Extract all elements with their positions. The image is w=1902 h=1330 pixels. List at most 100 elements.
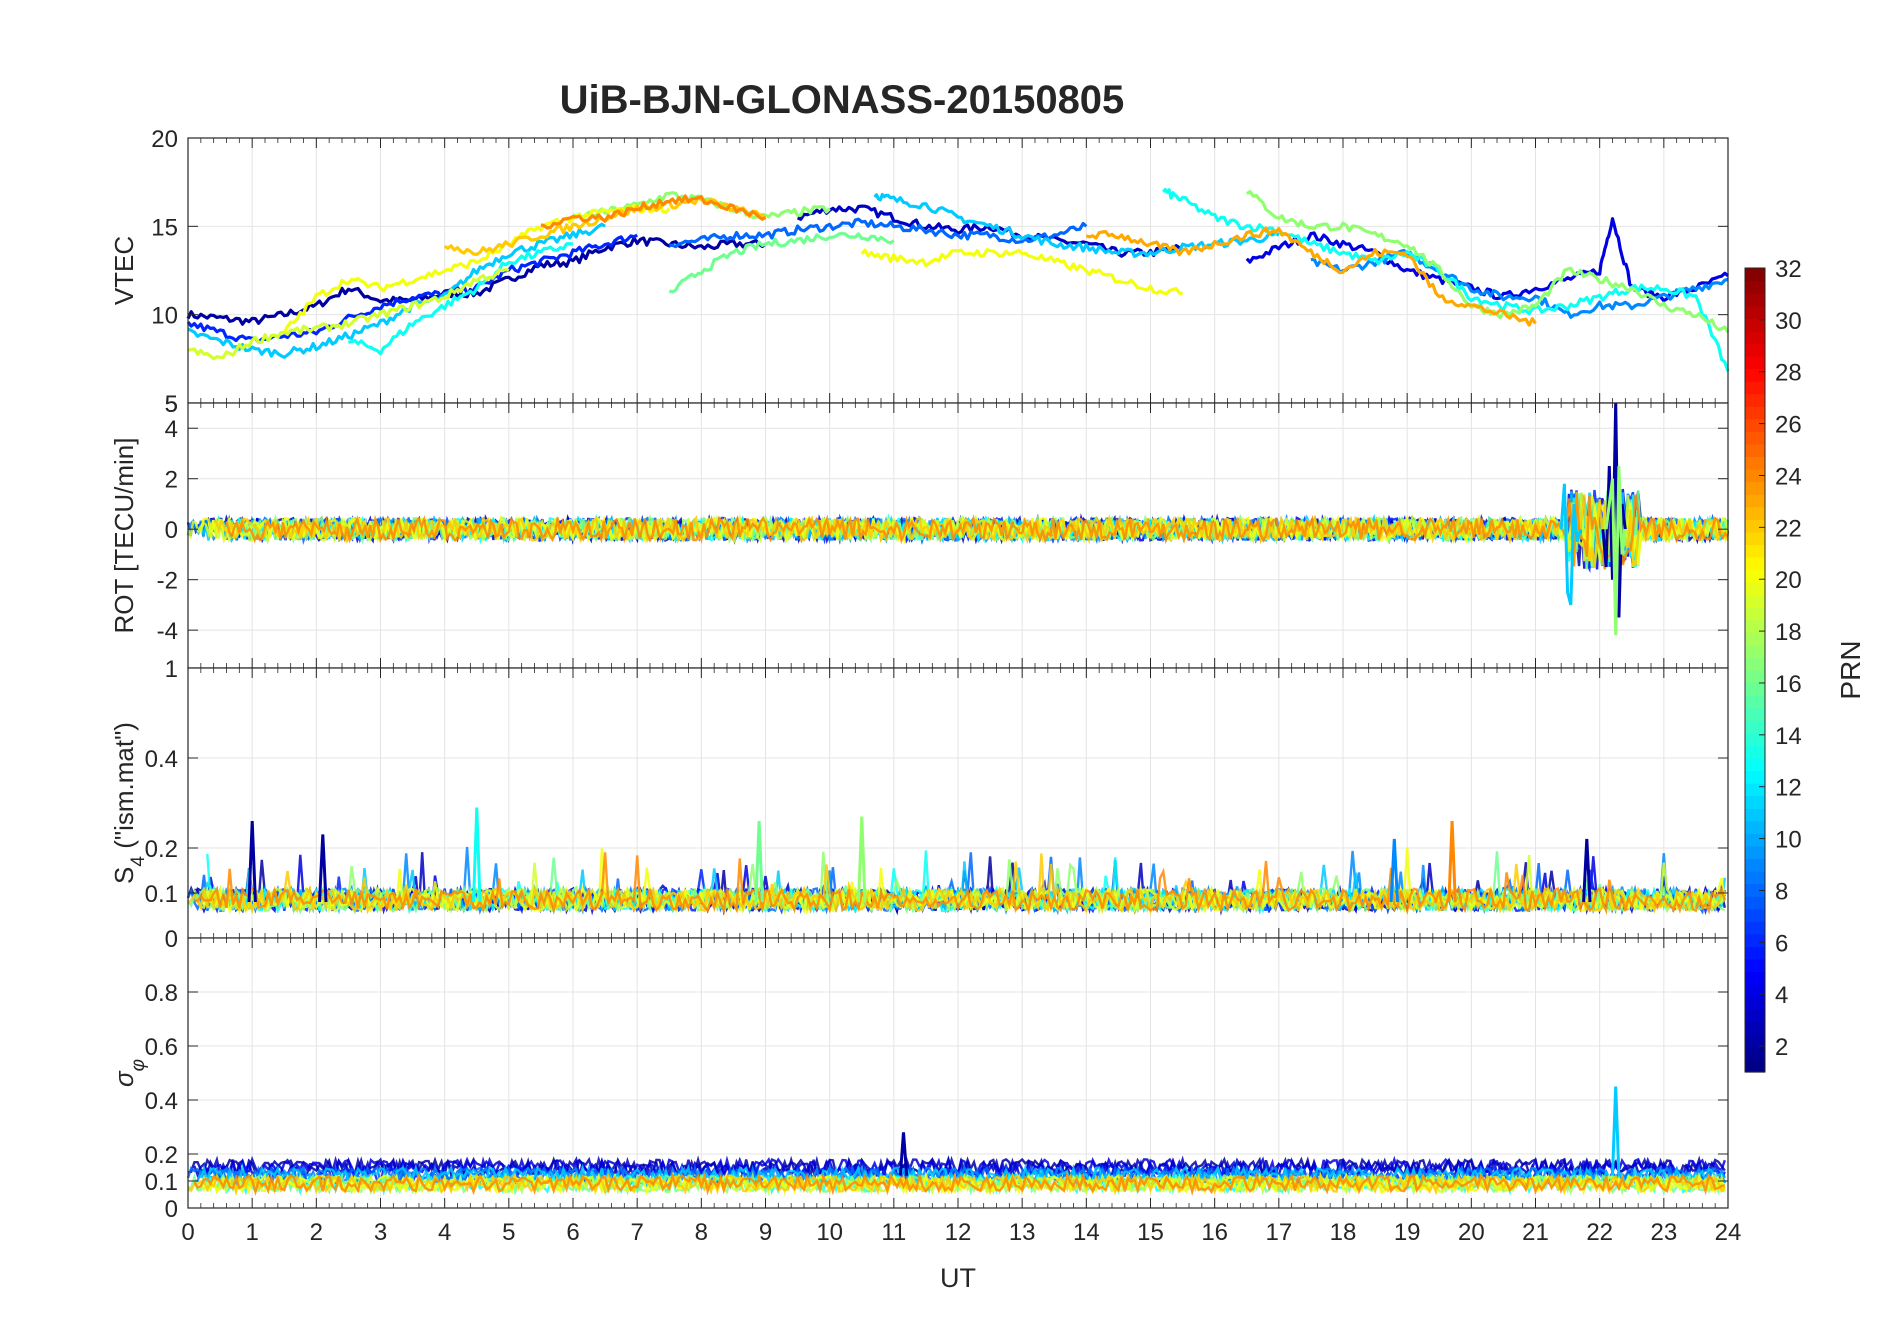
colorbar-band [1745, 958, 1765, 973]
y-tick-label: -4 [157, 618, 178, 645]
series-peak [754, 820, 764, 903]
series-line [1085, 226, 1537, 327]
colorbar-band [1745, 318, 1765, 332]
series-peak [1582, 838, 1592, 903]
x-tick-label: 19 [1394, 1219, 1421, 1246]
colorbar-band [1745, 619, 1765, 633]
colorbar-band [1745, 858, 1765, 872]
y-tick-label-top: 1 [165, 656, 178, 683]
colorbar-band [1745, 695, 1765, 709]
colorbar-frame [1744, 267, 1766, 1073]
colorbar-tick-label: 26 [1775, 412, 1802, 439]
colorbar-tick-label: 14 [1775, 723, 1802, 750]
panel-rot: -4 -2 0 2 45 ROT [TECU/min] [109, 391, 1730, 669]
colorbar-band [1745, 745, 1765, 759]
y-tick-label: 2 [165, 467, 178, 494]
colorbar-band [1745, 1021, 1765, 1035]
colorbar-band [1745, 481, 1765, 495]
panel-vtec: 5 10 15 20 VTEC [109, 126, 1730, 418]
series-peak [472, 807, 482, 903]
data-layer [186, 1086, 1726, 1197]
colorbar-tick-label: 32 [1775, 256, 1802, 283]
colorbar-band [1745, 971, 1765, 985]
colorbar-tick-label: 16 [1775, 671, 1802, 698]
colorbar-tick-label: 10 [1775, 827, 1802, 854]
colorbar-band [1745, 607, 1765, 621]
x-tick-label: 4 [438, 1219, 451, 1246]
colorbar-band [1745, 996, 1765, 1010]
y-axis-label: σφ [109, 1059, 149, 1087]
x-tick-label: 11 [881, 1219, 906, 1246]
colorbar-band [1745, 921, 1765, 935]
y-tick-label: 0.2 [145, 836, 178, 863]
series-line [348, 242, 574, 356]
colorbar-band [1745, 268, 1765, 282]
series-line [1310, 248, 1729, 319]
colorbar-band [1745, 908, 1765, 922]
y-axis-label: S4 ("ism.mat") [109, 722, 149, 884]
series-peak [1611, 1086, 1621, 1176]
colorbar-tick-label: 18 [1775, 619, 1802, 646]
colorbar-band [1745, 418, 1765, 432]
colorbar-tick-label: 12 [1775, 775, 1802, 802]
colorbar-band [1745, 770, 1765, 784]
y-axis-label: ROT [TECU/min] [109, 438, 139, 634]
colorbar-band [1745, 531, 1765, 545]
colorbar-band [1745, 1059, 1765, 1073]
data-layer [186, 188, 1730, 372]
series-line [669, 217, 1088, 249]
colorbar-band [1745, 946, 1765, 960]
colorbar-band [1745, 783, 1765, 797]
colorbar-band [1745, 845, 1765, 860]
colorbar-band [1745, 871, 1765, 885]
data-layer [186, 807, 1726, 916]
colorbar-band [1745, 569, 1765, 583]
colorbar-band [1745, 632, 1765, 646]
x-tick-label: 13 [1009, 1219, 1036, 1246]
colorbar-tick-label: 8 [1775, 878, 1788, 905]
series-line [194, 852, 1726, 916]
y-axis-label-main: S [109, 867, 139, 884]
colorbar-band [1745, 305, 1765, 319]
colorbar-band [1745, 1009, 1765, 1023]
colorbar-band [1745, 820, 1765, 834]
colorbar-band [1745, 456, 1765, 470]
colorbar-band [1745, 381, 1765, 395]
x-tick-label: 18 [1330, 1219, 1357, 1246]
x-tick-label: 2 [310, 1219, 323, 1246]
chart-title: UiB-BJN-GLONASS-20150805 [560, 78, 1125, 122]
y-axis-label-sub: 4 [128, 856, 149, 867]
series-line [186, 236, 767, 326]
y-axis-label-sub: φ [128, 1059, 149, 1071]
series-line [225, 494, 1729, 570]
x-tick-label: 3 [374, 1219, 387, 1246]
y-tick-label: 0.2 [145, 1142, 178, 1169]
colorbar-band [1745, 984, 1765, 998]
colorbar-band [1745, 896, 1765, 910]
colorbar-band [1745, 594, 1765, 608]
x-tick-label: 1 [245, 1219, 258, 1246]
y-tick-label: 4 [165, 416, 178, 443]
series-line [199, 1155, 1726, 1180]
x-tick-label: 6 [566, 1219, 579, 1246]
x-tick-label: 24 [1715, 1219, 1742, 1246]
series-line [206, 1171, 1726, 1196]
x-tick-label: 22 [1586, 1219, 1613, 1246]
series-peak [318, 834, 328, 903]
x-tick-label: 21 [1522, 1219, 1549, 1246]
series-line [860, 248, 1183, 296]
colorbar-band [1745, 808, 1765, 822]
colorbar-label: PRN [1835, 640, 1866, 699]
x-tick-label: 5 [502, 1219, 515, 1246]
colorbar-band [1745, 293, 1765, 307]
series-peak [898, 1132, 909, 1176]
colorbar-tick-label: 20 [1775, 567, 1802, 594]
colorbar-band [1745, 355, 1765, 370]
series-line [873, 192, 1280, 258]
colorbar-band [1745, 1034, 1765, 1048]
y-tick-label: 10 [151, 303, 178, 330]
x-tick-label: 0 [181, 1219, 194, 1246]
